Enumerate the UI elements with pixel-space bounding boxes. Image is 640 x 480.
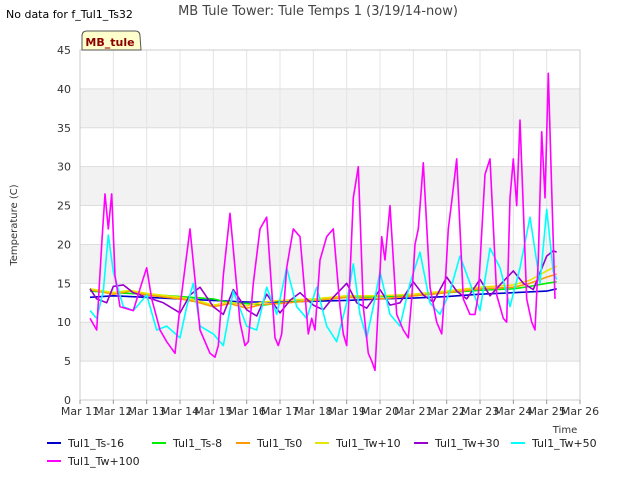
series-line-tul1-tw-50 bbox=[89, 208, 558, 347]
background-band bbox=[80, 88, 580, 128]
series-line-tul1-tw-30 bbox=[89, 249, 558, 317]
chart-title: MB Tule Tower: Tule Temps 1 (3/19/14-now… bbox=[178, 4, 458, 19]
legend-label: Tul1_Tw+30 bbox=[434, 437, 500, 450]
x-tick-label: Mar 18 bbox=[294, 405, 332, 418]
chart-legend: Tul1_Ts-16 Tul1_Ts-8 Tul1_Ts0 Tul1_Tw+10 Tul… bbox=[47, 437, 597, 468]
y-tick-label: 30 bbox=[57, 161, 71, 174]
y-tick-label: 35 bbox=[57, 122, 71, 135]
x-tick-label: Mar 19 bbox=[328, 405, 366, 418]
y-tick-label: 10 bbox=[57, 316, 71, 329]
x-tick-label: Mar 21 bbox=[394, 405, 432, 418]
plot-frame bbox=[79, 49, 581, 401]
background-band bbox=[80, 166, 580, 206]
y-tick-label: 40 bbox=[57, 83, 71, 96]
y-axis-ticks: 0 5 10 15 20 25 30 35 40 45 bbox=[57, 44, 71, 407]
legend-label: Tul1_Tw+10 bbox=[335, 437, 401, 450]
x-tick-label: Mar 23 bbox=[461, 405, 499, 418]
x-tick-label: Mar 20 bbox=[361, 405, 399, 418]
background-band bbox=[80, 244, 580, 284]
site-tag: MB_tule bbox=[81, 30, 142, 51]
series-line-tul1-tw-100 bbox=[89, 72, 556, 372]
y-axis-label: Temperature (C) bbox=[9, 184, 20, 266]
x-tick-label: Mar 13 bbox=[128, 405, 166, 418]
legend-label: Tul1_Tw+100 bbox=[67, 455, 140, 468]
chart-series bbox=[89, 72, 558, 372]
y-tick-label: 45 bbox=[57, 44, 71, 57]
legend-label: Tul1_Ts-16 bbox=[67, 437, 124, 450]
x-axis-label: Time bbox=[552, 425, 577, 436]
background-band bbox=[80, 322, 580, 362]
x-tick-label: Mar 26 bbox=[561, 405, 599, 418]
x-tick-label: Mar 12 bbox=[94, 405, 132, 418]
x-tick-label: Mar 16 bbox=[228, 405, 266, 418]
y-tick-label: 25 bbox=[57, 200, 71, 213]
y-tick-label: 20 bbox=[57, 238, 71, 251]
x-tick-label: Mar 15 bbox=[194, 405, 232, 418]
x-tick-label: Mar 14 bbox=[161, 405, 199, 418]
legend-label: Tul1_Ts-8 bbox=[172, 437, 222, 450]
series-line-tul1-ts0 bbox=[89, 273, 557, 310]
legend-label: Tul1_Ts0 bbox=[256, 437, 302, 450]
no-data-note: No data for f_Tul1_Ts32 bbox=[6, 8, 133, 21]
x-tick-label: Mar 25 bbox=[528, 405, 566, 418]
legend-label: Tul1_Tw+50 bbox=[531, 437, 597, 450]
y-tick-label: 15 bbox=[57, 277, 71, 290]
site-tag-label: MB_tule bbox=[85, 36, 134, 49]
chart-background-bands bbox=[80, 88, 580, 362]
x-tick-label: Mar 22 bbox=[428, 405, 466, 418]
y-tick-label: 5 bbox=[64, 355, 71, 368]
x-tick-label: Mar 11 bbox=[61, 405, 99, 418]
y-tick-label: 0 bbox=[64, 394, 71, 407]
x-tick-label: Mar 17 bbox=[261, 405, 299, 418]
x-tick-label: Mar 24 bbox=[494, 405, 532, 418]
